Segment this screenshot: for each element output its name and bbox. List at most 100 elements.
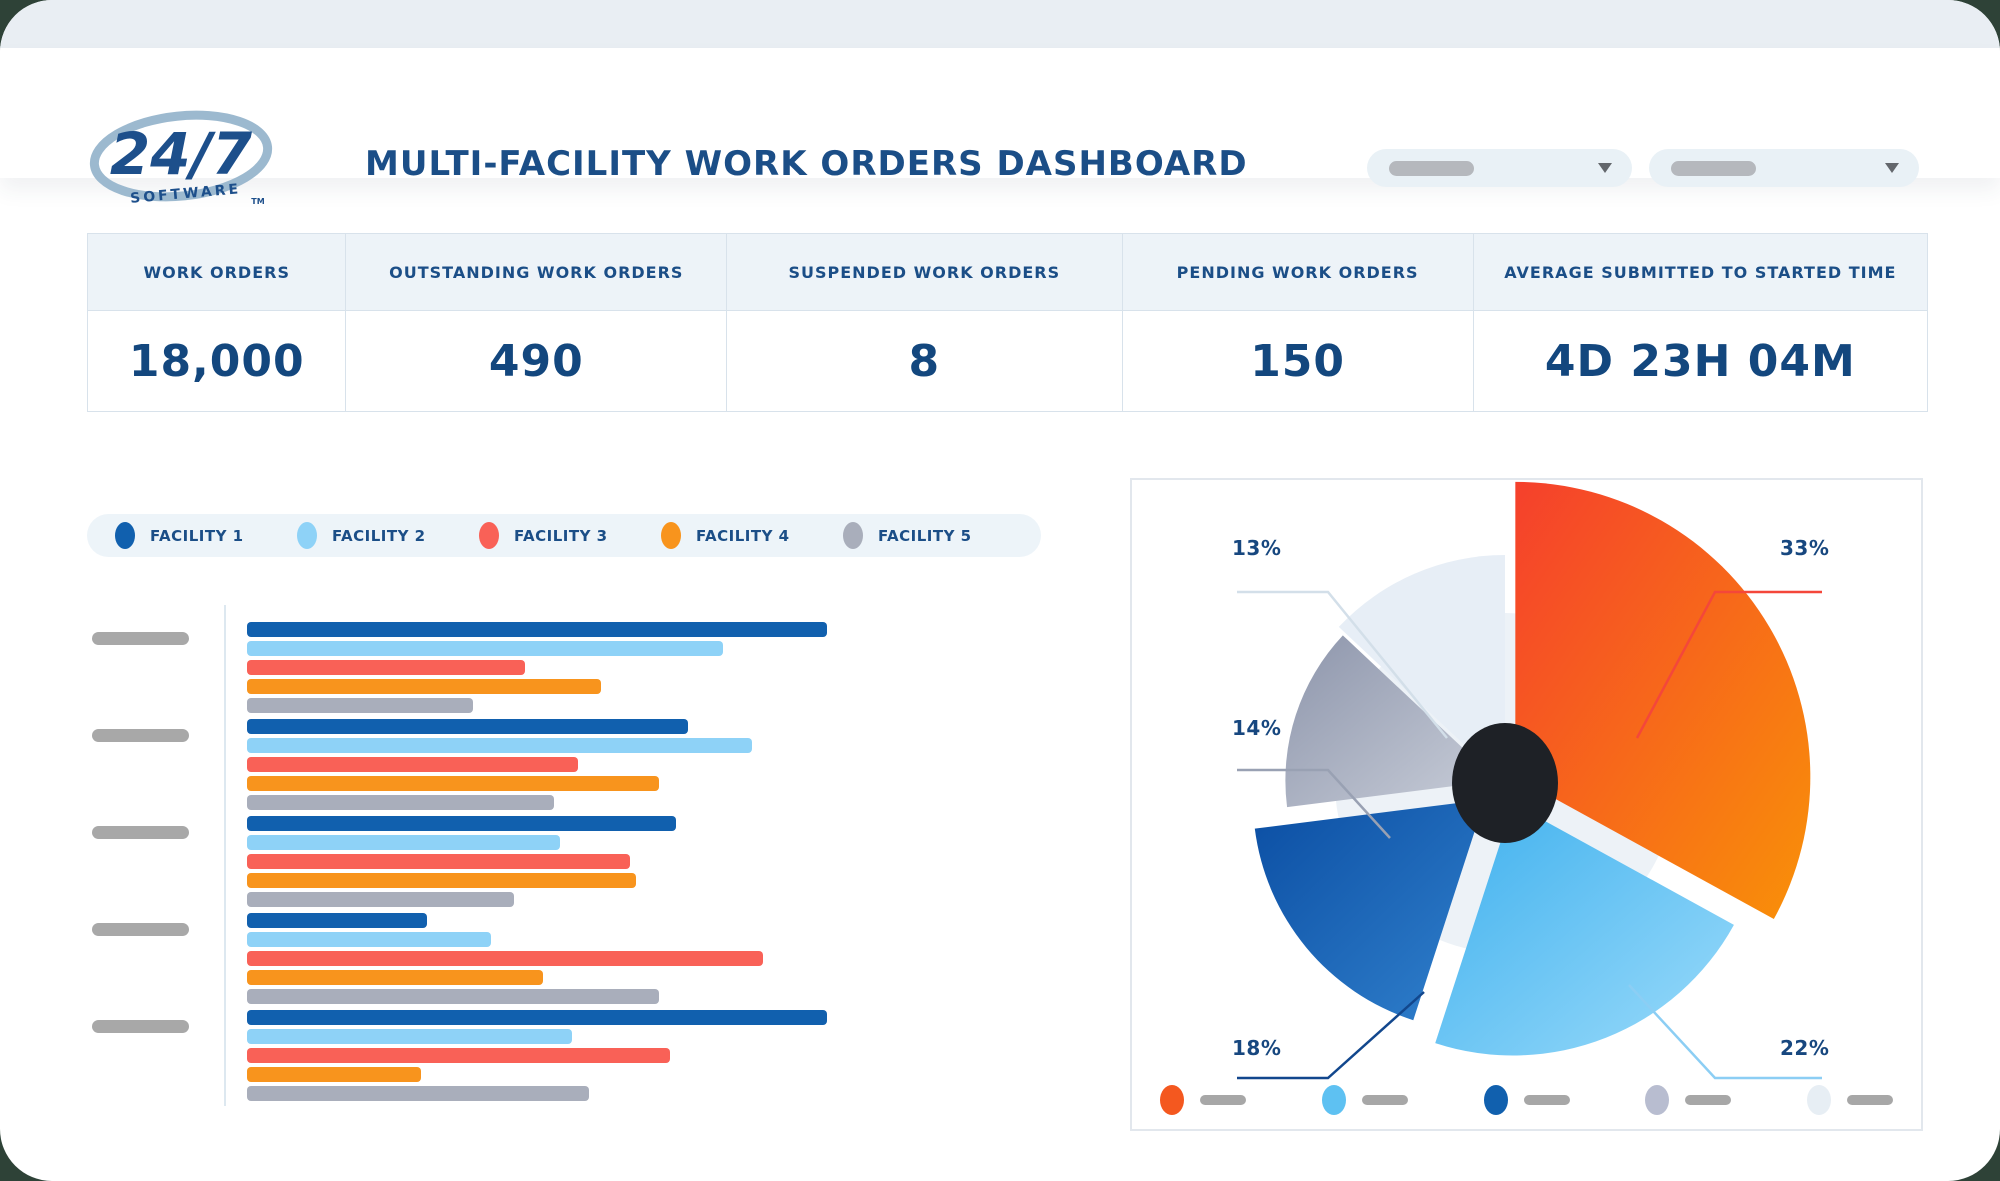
- pie-legend-label-placeholder: [1523, 1095, 1570, 1105]
- pie-percent-label-33%: 33%: [1780, 536, 1830, 560]
- legend-item-facility-4[interactable]: FACILITY 4: [661, 522, 843, 549]
- logo-text: 24/7: [110, 120, 253, 188]
- bar-facility-2-group-4: [247, 932, 491, 947]
- pie-percent-label-14%: 14%: [1232, 716, 1282, 740]
- pie-center-dot: [1452, 723, 1558, 843]
- filter-dropdown-1[interactable]: [1367, 149, 1632, 187]
- category-label-placeholder: [92, 632, 189, 645]
- pie-legend-dot-icon: [1483, 1085, 1508, 1115]
- chevron-down-icon: [1885, 163, 1899, 173]
- bar-facility-1-group-1: [247, 622, 827, 637]
- bar-stack: [247, 913, 763, 1008]
- bar-facility-2-group-1: [247, 641, 723, 656]
- pie-legend-item-2[interactable]: [1321, 1085, 1408, 1115]
- bar-facility-1-group-4: [247, 913, 427, 928]
- facility-3-dot-icon: [479, 522, 499, 549]
- bar-stack: [247, 719, 752, 814]
- logo-tm: TM: [251, 197, 264, 206]
- bar-facility-5-group-1: [247, 698, 473, 713]
- stat-value: 8: [908, 335, 941, 387]
- facility-2-dot-icon: [297, 522, 317, 549]
- bar-facility-5-group-4: [247, 989, 659, 1004]
- stat-value: 4D 23H 04M: [1544, 335, 1856, 387]
- category-label-placeholder: [92, 826, 189, 839]
- stat-value: 150: [1250, 335, 1346, 387]
- chevron-down-icon: [1598, 163, 1612, 173]
- stat-value: 490: [488, 335, 584, 387]
- bar-facility-1-group-5: [247, 1010, 827, 1025]
- stat-work-orders: WORK ORDERS 18,000: [88, 234, 346, 411]
- top-strip: [0, 0, 2000, 48]
- filter-dropdown-2[interactable]: [1649, 149, 1919, 187]
- legend-item-facility-2[interactable]: FACILITY 2: [297, 522, 479, 549]
- pie-legend-dot-icon: [1645, 1085, 1670, 1115]
- bar-facility-3-group-3: [247, 854, 630, 869]
- facility-1-dot-icon: [115, 522, 135, 549]
- category-label-placeholder: [92, 729, 189, 742]
- bar-facility-2-group-3: [247, 835, 560, 850]
- pie-legend-item-3[interactable]: [1483, 1085, 1570, 1115]
- callout-line-18%: [1237, 991, 1425, 1080]
- facility-4-dot-icon: [661, 522, 681, 549]
- bar-facility-4-group-3: [247, 873, 636, 888]
- pie-percent-label-13%: 13%: [1232, 536, 1282, 560]
- stats-table: WORK ORDERS 18,000 OUTSTANDING WORK ORDE…: [87, 233, 1928, 412]
- stat-suspended-work-orders: SUSPENDED WORK ORDERS 8: [726, 234, 1122, 411]
- category-label-placeholder: [92, 1020, 189, 1033]
- legend-label: FACILITY 4: [696, 526, 790, 545]
- legend-item-facility-3[interactable]: FACILITY 3: [479, 522, 661, 549]
- bar-facility-4-group-4: [247, 970, 543, 985]
- bar-facility-2-group-2: [247, 738, 752, 753]
- bar-stack: [247, 816, 676, 911]
- bar-facility-5-group-2: [247, 795, 554, 810]
- pie-legend-dot-icon: [1160, 1085, 1184, 1115]
- stat-outstanding-work-orders: OUTSTANDING WORK ORDERS 490: [345, 234, 727, 411]
- stat-label: SUSPENDED WORK ORDERS: [727, 234, 1122, 311]
- bar-facility-5-group-3: [247, 892, 514, 907]
- facility-legend: FACILITY 1 FACILITY 2 FACILITY 3 FACILIT…: [87, 514, 1041, 557]
- bar-facility-4-group-2: [247, 776, 659, 791]
- legend-item-facility-1[interactable]: FACILITY 1: [115, 522, 297, 549]
- bar-facility-5-group-5: [247, 1086, 589, 1101]
- bar-facility-4-group-1: [247, 679, 601, 694]
- category-label-placeholder: [92, 923, 189, 936]
- bar-facility-1-group-2: [247, 719, 688, 734]
- bar-facility-3-group-5: [247, 1048, 670, 1063]
- facility-bar-chart: [87, 605, 1047, 1122]
- pie-legend-item-1[interactable]: [1160, 1085, 1246, 1115]
- stat-label: OUTSTANDING WORK ORDERS: [346, 234, 727, 311]
- bar-stack: [247, 622, 827, 717]
- stat-label: AVERAGE SUBMITTED TO STARTED TIME: [1473, 234, 1927, 311]
- rose-pie-chart: [1237, 481, 1822, 1080]
- pie-legend-item-5[interactable]: [1807, 1085, 1893, 1115]
- pie-legend-label-placeholder: [1847, 1095, 1893, 1105]
- pie-legend-item-4[interactable]: [1645, 1085, 1732, 1115]
- legend-label: FACILITY 2: [332, 526, 426, 545]
- filter-1-placeholder: [1389, 160, 1474, 176]
- pie-slice-14%: [1285, 635, 1498, 808]
- bar-chart-axis: [224, 605, 226, 1106]
- stat-average-submitted-to-started: AVERAGE SUBMITTED TO STARTED TIME 4D 23H…: [1472, 234, 1927, 411]
- bar-facility-2-group-5: [247, 1029, 572, 1044]
- bar-facility-3-group-4: [247, 951, 763, 966]
- pie-percent-label-22%: 22%: [1780, 1036, 1830, 1060]
- pie-legend-label-placeholder: [1200, 1095, 1246, 1105]
- pie-slice-13%: [1338, 555, 1505, 783]
- bar-facility-3-group-1: [247, 660, 525, 675]
- stat-value: 18,000: [128, 335, 305, 387]
- bar-facility-3-group-2: [247, 757, 578, 772]
- company-logo: 24/7 SOFTWARE TM: [89, 110, 273, 207]
- stat-label: WORK ORDERS: [88, 234, 346, 311]
- legend-item-facility-5[interactable]: FACILITY 5: [843, 522, 1025, 549]
- bar-facility-1-group-3: [247, 816, 676, 831]
- pie-legend-dot-icon: [1807, 1085, 1831, 1115]
- callout-line-22%: [1628, 984, 1822, 1080]
- filter-2-placeholder: [1671, 160, 1756, 176]
- stat-pending-work-orders: PENDING WORK ORDERS 150: [1121, 234, 1473, 411]
- callout-line-33%: [1635, 590, 1822, 739]
- legend-label: FACILITY 3: [514, 526, 608, 545]
- stat-label: PENDING WORK ORDERS: [1122, 234, 1473, 311]
- legend-label: FACILITY 1: [150, 526, 244, 545]
